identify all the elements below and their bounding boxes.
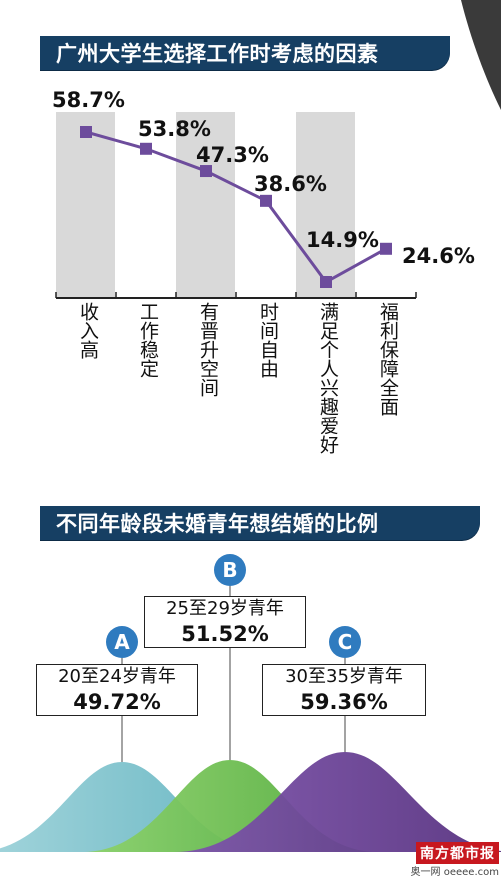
data-point	[80, 126, 92, 138]
brand-logo: 南方都市报	[416, 842, 499, 864]
group-callout: 30至35岁青年 59.36%	[262, 664, 426, 716]
category-band	[56, 112, 115, 298]
series-line	[85, 130, 387, 284]
data-point	[140, 142, 152, 155]
group-marker-circle	[214, 554, 246, 586]
data-label: 47.3%	[196, 143, 269, 167]
group-marker-letter: C	[338, 630, 353, 654]
group-marker-circle	[329, 626, 361, 658]
data-label: 14.9%	[306, 228, 379, 252]
factor-line-chart	[55, 112, 417, 299]
group-callout: 25至29岁青年 51.52%	[144, 596, 306, 648]
data-label: 38.6%	[254, 172, 327, 196]
data-point	[260, 194, 272, 207]
chart2-title-banner: 不同年龄段未婚青年想结婚的比例	[40, 506, 480, 540]
category-label: 有晋升空间	[197, 302, 219, 397]
category-band	[176, 112, 235, 298]
data-point	[380, 242, 392, 255]
group-marker-letter: A	[114, 630, 130, 654]
brand-sub: 奥一网 oeeee.com	[410, 867, 499, 878]
group-age-label: 25至29岁青年	[166, 598, 284, 619]
group-age-label: 20至24岁青年	[58, 666, 176, 687]
group-marker-circle	[106, 626, 138, 658]
group-marker-letter: B	[222, 558, 237, 582]
data-label: 24.6%	[402, 244, 475, 268]
marriage-ratio-chart: A B C	[0, 554, 501, 852]
group-callout: 20至24岁青年 49.72%	[36, 664, 198, 716]
data-point	[200, 165, 212, 178]
data-label: 58.7%	[52, 88, 125, 112]
category-label: 满足个人兴趣爱好	[317, 302, 339, 454]
category-label: 工作稳定	[137, 302, 159, 378]
group-value-label: 49.72%	[73, 690, 161, 714]
corner-decoration	[461, 0, 501, 110]
data-label: 53.8%	[138, 117, 211, 141]
distribution-curve	[174, 752, 501, 852]
group-value-label: 51.52%	[181, 622, 269, 646]
category-band	[296, 112, 355, 298]
category-label: 时间自由	[257, 302, 279, 378]
chart1-title: 广州大学生选择工作时考虑的因素	[56, 42, 379, 66]
group-value-label: 59.36%	[300, 690, 388, 714]
data-point	[320, 276, 332, 288]
category-label: 福利保障全面	[377, 302, 399, 416]
chart2-title: 不同年龄段未婚青年想结婚的比例	[56, 512, 379, 536]
group-age-label: 30至35岁青年	[285, 666, 403, 687]
chart1-title-banner: 广州大学生选择工作时考虑的因素	[40, 36, 450, 70]
category-label: 收入高	[77, 302, 99, 359]
